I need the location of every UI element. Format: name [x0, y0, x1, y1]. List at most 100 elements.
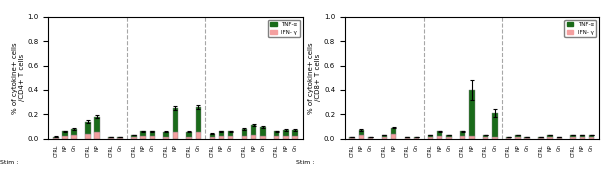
Text: NP: NP [219, 144, 224, 151]
Text: NP: NP [62, 144, 68, 151]
Bar [149, 131, 155, 136]
Bar [368, 137, 373, 138]
Text: Gn: Gn [525, 144, 529, 151]
Text: Gn: Gn [71, 144, 77, 151]
Text: NP: NP [548, 144, 552, 151]
Bar [506, 138, 511, 139]
Text: Stim :: Stim : [296, 161, 315, 165]
Bar [228, 131, 234, 136]
Bar [186, 137, 192, 139]
Bar [71, 135, 77, 139]
Bar [219, 136, 224, 139]
Text: NP: NP [141, 144, 146, 151]
Bar [186, 132, 192, 137]
Bar [242, 129, 247, 136]
Bar [580, 137, 585, 139]
Text: CTRL: CTRL [85, 144, 91, 156]
Bar [405, 138, 410, 139]
Text: NP: NP [359, 144, 364, 151]
Bar [483, 137, 488, 139]
Bar [274, 136, 280, 139]
Text: CTRL: CTRL [460, 144, 465, 156]
Bar [108, 137, 114, 138]
Bar [359, 135, 364, 139]
Bar [548, 137, 553, 139]
Text: Gn: Gn [260, 144, 266, 151]
Bar [219, 131, 224, 136]
Bar [483, 135, 488, 137]
Bar [172, 132, 178, 139]
Bar [117, 138, 123, 139]
Text: NP: NP [580, 144, 585, 151]
Bar [53, 138, 59, 139]
Bar [94, 117, 100, 132]
Bar [571, 135, 576, 137]
Bar [414, 137, 419, 138]
Bar [428, 135, 433, 137]
Bar [53, 137, 59, 138]
Bar [251, 125, 257, 135]
Bar [62, 131, 68, 136]
Bar [283, 130, 289, 136]
Text: CTRL: CTRL [382, 144, 387, 156]
Bar [525, 137, 530, 138]
Bar [163, 132, 169, 137]
Legend: TNF-α, IFN- γ: TNF-α, IFN- γ [268, 20, 299, 37]
Bar [274, 131, 280, 136]
Bar [292, 136, 298, 139]
Text: Gn: Gn [293, 144, 298, 151]
Bar [209, 137, 215, 139]
Bar [515, 135, 521, 137]
Bar [492, 113, 498, 137]
Bar [428, 137, 433, 139]
Bar [391, 128, 396, 134]
Text: Gn: Gn [150, 144, 155, 151]
Bar [251, 135, 257, 139]
Bar [557, 138, 562, 139]
Bar [414, 138, 419, 139]
Bar [131, 137, 137, 139]
Text: Gn: Gn [368, 144, 373, 151]
Text: CTRL: CTRL [571, 144, 576, 156]
Text: CTRL: CTRL [483, 144, 488, 156]
Bar [437, 131, 442, 136]
Bar [589, 135, 594, 137]
Text: Gn: Gn [228, 144, 233, 151]
Text: Gn: Gn [446, 144, 451, 151]
Bar [350, 137, 355, 138]
Bar [437, 136, 442, 139]
Bar [140, 136, 146, 139]
Bar [94, 132, 100, 139]
Bar [131, 135, 137, 137]
Text: CTRL: CTRL [428, 144, 433, 156]
Bar [538, 138, 544, 139]
Bar [117, 137, 123, 138]
Bar [195, 107, 201, 132]
Bar [580, 135, 585, 137]
Text: CTRL: CTRL [108, 144, 114, 156]
Bar [492, 137, 498, 139]
Text: Gn: Gn [557, 144, 562, 151]
Text: NP: NP [515, 144, 520, 151]
Bar [359, 130, 364, 135]
Text: CTRL: CTRL [350, 144, 355, 156]
Bar [446, 135, 452, 137]
Text: NP: NP [437, 144, 442, 151]
Bar [209, 134, 215, 137]
Text: NP: NP [283, 144, 289, 151]
Text: CTRL: CTRL [242, 144, 247, 156]
Bar [469, 136, 475, 139]
Text: CTRL: CTRL [506, 144, 511, 156]
Bar [149, 136, 155, 139]
Bar [163, 137, 169, 139]
Text: CTRL: CTRL [405, 144, 410, 156]
Text: Gn: Gn [589, 144, 594, 151]
Bar [172, 108, 178, 132]
Bar [195, 132, 201, 139]
Text: NP: NP [391, 144, 396, 151]
Bar [525, 138, 530, 139]
Bar [538, 137, 544, 138]
Bar [108, 138, 114, 139]
Bar [557, 137, 562, 138]
Bar [242, 136, 247, 139]
